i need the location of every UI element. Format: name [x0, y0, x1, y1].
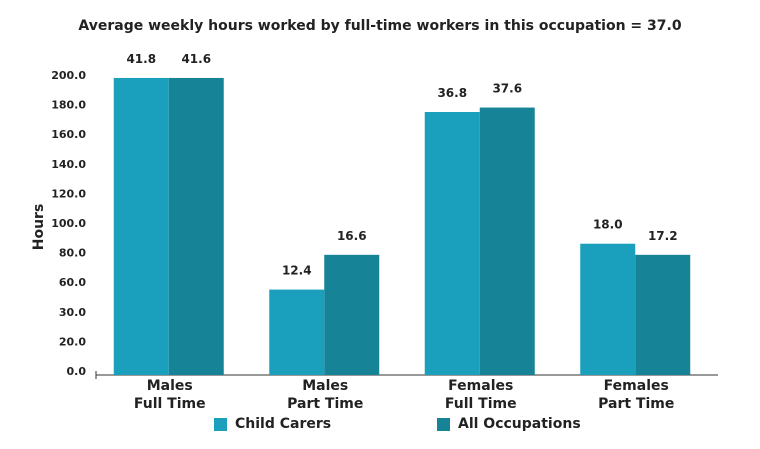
chart-title: Average weekly hours worked by full-time… [78, 18, 682, 34]
bar-all-occupations [168, 77, 224, 376]
bar-data-label: 17.2 [648, 229, 678, 243]
legend-item-all-occupations: All Occupations [437, 416, 581, 432]
x-tick-label: Females [448, 378, 513, 394]
x-tick-label: Males [147, 378, 193, 394]
legend-swatch-child-carers [214, 417, 227, 431]
bar-data-label: 36.8 [437, 86, 467, 100]
y-tick-label: 30.0 [59, 306, 86, 319]
legend-label-child-carers: Child Carers [235, 416, 332, 432]
bar-data-label: 41.8 [126, 52, 156, 66]
y-tick-label: 80.0 [59, 247, 86, 260]
bar-child-carers [424, 112, 480, 375]
bar-all-occupations [324, 254, 380, 375]
x-tick-label: Full Time [134, 396, 206, 412]
y-tick-label: 20.0 [59, 335, 86, 348]
x-tick-label: Full Time [445, 396, 517, 412]
y-tick-label: 160.0 [51, 128, 86, 141]
legend-swatch-all-occupations [437, 417, 450, 431]
bar-child-carers [580, 243, 636, 375]
bar-data-label: 37.6 [492, 82, 522, 96]
bar-data-label: 16.6 [337, 229, 367, 243]
x-tick-label: Males [302, 378, 348, 394]
bar-data-label: 12.4 [282, 264, 312, 278]
bar-all-occupations [479, 107, 535, 375]
y-axis-label: Hours [31, 204, 47, 251]
x-tick-label: Part Time [598, 396, 674, 412]
y-tick-label: 0.0 [67, 365, 87, 378]
y-tick-label: 120.0 [51, 187, 86, 200]
bar-child-carers [269, 289, 325, 375]
y-tick-label: 60.0 [59, 276, 86, 289]
y-tick-label: 200.0 [51, 69, 86, 82]
y-tick-label: 180.0 [51, 99, 86, 112]
bar-all-occupations [635, 254, 691, 375]
x-tick-label: Females [604, 378, 669, 394]
legend-item-child-carers: Child Carers [214, 416, 331, 432]
bar-data-label: 41.6 [181, 52, 211, 66]
bar-data-label: 18.0 [593, 218, 623, 232]
y-tick-label: 100.0 [51, 217, 86, 230]
bar-child-carers [113, 77, 169, 376]
x-tick-label: Part Time [287, 396, 363, 412]
y-tick-label: 140.0 [51, 158, 86, 171]
legend-label-all-occupations: All Occupations [458, 416, 581, 432]
